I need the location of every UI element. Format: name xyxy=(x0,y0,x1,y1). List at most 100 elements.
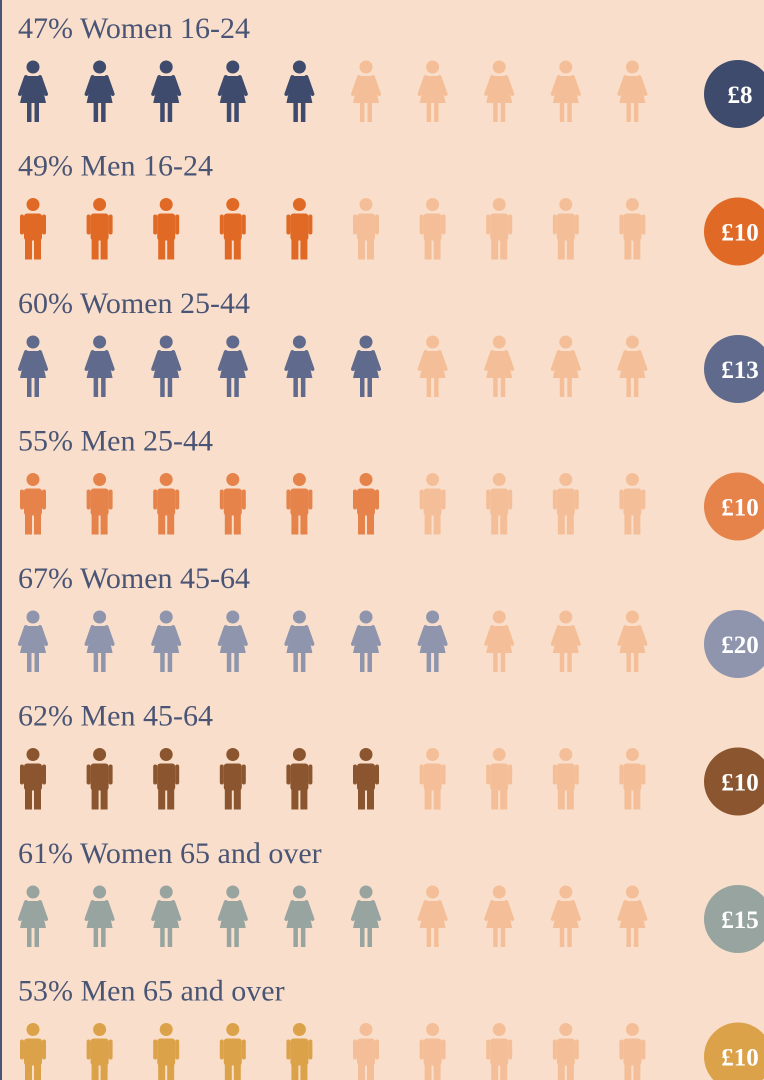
head xyxy=(93,473,107,486)
torso xyxy=(357,1038,375,1066)
leg xyxy=(500,377,506,397)
arms xyxy=(18,900,48,921)
leg xyxy=(233,1062,241,1080)
arm xyxy=(419,489,424,510)
leg xyxy=(167,237,175,260)
torso xyxy=(490,488,509,516)
category-label: Women 16-24 xyxy=(80,12,250,45)
category-label: Women 65 and over xyxy=(80,837,322,870)
icon-filled xyxy=(18,60,48,122)
leg xyxy=(234,927,239,947)
leg xyxy=(626,652,631,672)
leg xyxy=(566,1062,574,1080)
amount-label: £10 xyxy=(721,770,759,797)
arm xyxy=(552,1039,557,1060)
amount-label: £20 xyxy=(721,632,759,659)
percent-label: 49% xyxy=(18,150,73,183)
leg xyxy=(566,787,574,810)
arm xyxy=(108,1039,113,1060)
arm xyxy=(619,214,624,235)
leg xyxy=(500,1062,508,1080)
icon-empty xyxy=(417,335,448,397)
leg xyxy=(160,927,165,947)
arm xyxy=(286,764,291,785)
percent-label: 61% xyxy=(18,837,73,870)
dress xyxy=(153,901,180,928)
dress xyxy=(286,76,313,103)
arm xyxy=(153,489,158,510)
arm xyxy=(641,1039,646,1060)
icon-empty xyxy=(550,60,581,122)
dress xyxy=(86,351,113,378)
head xyxy=(159,610,173,624)
icon-filled xyxy=(351,335,381,397)
icon-empty xyxy=(419,473,446,535)
leg xyxy=(34,787,41,810)
leg xyxy=(624,512,632,535)
icon-filled xyxy=(284,60,315,122)
leg xyxy=(491,512,499,535)
leg xyxy=(226,102,232,122)
leg xyxy=(491,237,499,260)
leg xyxy=(493,927,498,947)
leg xyxy=(34,1062,41,1080)
leg xyxy=(226,652,232,672)
head xyxy=(625,748,639,761)
icon-empty xyxy=(617,60,648,122)
torso xyxy=(423,763,442,791)
head xyxy=(93,1023,107,1036)
category-label: Women 25-44 xyxy=(80,287,250,320)
icon-filled xyxy=(18,885,48,947)
leg xyxy=(367,652,372,672)
leg xyxy=(158,512,166,535)
head xyxy=(426,1023,440,1036)
leg xyxy=(557,787,565,810)
leg xyxy=(358,512,365,535)
icon-filled xyxy=(284,885,315,947)
icon-empty xyxy=(353,1023,379,1080)
leg xyxy=(367,237,374,260)
icon-empty xyxy=(617,885,648,947)
dress xyxy=(219,626,246,653)
icon-filled xyxy=(86,1023,113,1080)
icon-filled xyxy=(18,610,48,672)
icon-filled xyxy=(219,748,246,810)
leg xyxy=(293,102,298,122)
dress xyxy=(20,626,46,653)
arm xyxy=(574,764,579,785)
arm xyxy=(419,1039,424,1060)
dress xyxy=(353,76,379,103)
head xyxy=(226,335,240,349)
leg xyxy=(234,102,239,122)
leg xyxy=(167,652,173,672)
leg xyxy=(291,237,299,260)
arm xyxy=(441,1039,446,1060)
leg xyxy=(27,102,32,122)
head xyxy=(492,60,506,74)
icon-row xyxy=(20,473,646,535)
arm xyxy=(286,1039,291,1060)
arm xyxy=(486,764,491,785)
head xyxy=(559,473,573,486)
head xyxy=(93,885,107,899)
leg xyxy=(624,237,632,260)
leg xyxy=(291,787,299,810)
head xyxy=(226,748,240,761)
leg xyxy=(291,1062,299,1080)
leg xyxy=(34,512,41,535)
leg xyxy=(500,927,506,947)
icon-filled xyxy=(86,198,113,260)
icon-empty xyxy=(552,473,579,535)
arms xyxy=(550,900,581,921)
leg xyxy=(559,927,565,947)
dress xyxy=(353,626,379,653)
leg xyxy=(360,652,365,672)
arm xyxy=(552,489,557,510)
leg xyxy=(567,927,572,947)
row-label: 60% Women 25-44 xyxy=(18,287,250,320)
leg xyxy=(224,1062,232,1080)
leg xyxy=(566,512,574,535)
leg xyxy=(491,787,499,810)
head xyxy=(159,885,173,899)
torso xyxy=(290,1038,309,1066)
